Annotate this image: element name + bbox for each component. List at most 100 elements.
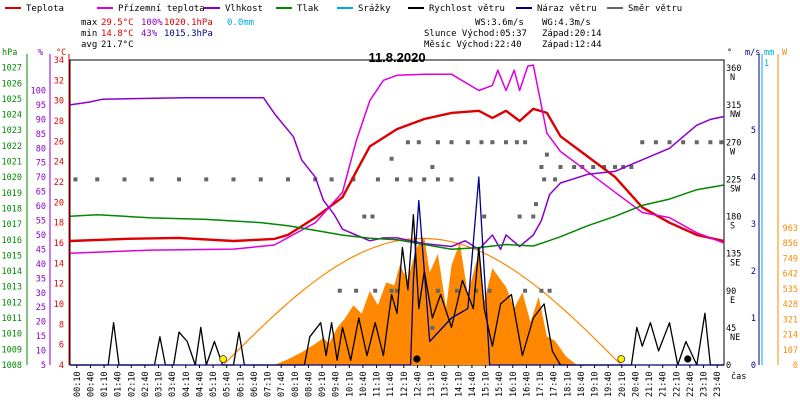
axis-wm2-tick-8: 107 [783,346,798,356]
axis-dir-label-1: NW [730,110,741,120]
x-tick-label-22: 11:10 [373,371,383,397]
axis-dir-tick-4: 180 [726,213,741,223]
wind-direction-point-53 [591,165,596,169]
stat-max_hum: 100% [141,18,163,28]
axis-wm2-tick-6: 321 [783,315,798,325]
axis-dir-tick-2: 270 [726,138,741,148]
axis-dir-label-7: NE [730,333,740,343]
x-tick-label-3: 01:40 [114,371,124,397]
stat-max_rain: 0.0mm [227,18,254,28]
axis-pct-tick-9: 55 [36,217,46,227]
axis-pct-tick-17: 15 [36,332,46,342]
axis-temp-tick-13: 8 [59,320,64,330]
stat-min_hum: 43% [141,29,158,39]
axis-temp-tick-10: 14 [54,259,64,269]
axis-hpa-tick-13: 1014 [2,267,22,277]
wind-direction-point-35 [430,325,435,330]
legend-label-7: Směr větru [628,4,682,14]
x-tick-label-8: 04:10 [182,371,192,397]
wind-direction-point-45 [539,288,544,293]
axis-dir-label-6: E [730,296,735,306]
wind-direction-point-55 [613,165,617,169]
wind-direction-point-31 [553,177,558,182]
axis-pct-tick-8: 60 [36,202,46,212]
x-tick-label-47: 23:40 [713,371,723,397]
x-tick-label-32: 16:10 [509,371,519,397]
x-tick-label-13: 06:40 [250,371,260,397]
wind-direction-point-13 [370,214,375,219]
wind-direction-point-1 [95,177,100,182]
stat-min_temp: 14.8°C [101,29,134,39]
x-tick-label-40: 20:10 [618,371,628,397]
axis-dir-label-0: N [730,73,735,83]
axis-temp-tick-5: 24 [54,158,64,168]
axis-temp-tick-7: 20 [54,198,64,208]
x-tick-label-31: 15:40 [495,371,505,397]
axis-temp-unit: °C [56,48,66,58]
x-tick-label-37: 18:40 [577,371,587,397]
axis-dir-label-3: SW [730,184,741,194]
x-tick-label-36: 18:10 [563,371,573,397]
wind-direction-point-62 [694,140,699,145]
x-tick-label-2: 01:10 [100,371,110,397]
axis-pct-tick-5: 75 [36,159,46,169]
legend-label-5: Rychlost větru [429,4,505,14]
x-tick-label-4: 02:10 [127,371,137,397]
axis-ms-tick-2: 3 [751,220,756,230]
axis-pct-tick-2: 90 [36,115,46,125]
wind-direction-point-25 [479,140,484,145]
axis-deg-unit: ° [727,48,732,58]
wind-direction-point-38 [454,288,459,293]
wind-direction-point-20 [405,140,410,145]
wind-direction-point-39 [337,288,342,293]
axis-pct-tick-4: 80 [36,144,46,154]
x-tick-label-39: 19:40 [604,371,614,397]
axis-ms-tick-4: 1 [751,314,756,324]
x-tick-label-33: 16:40 [522,371,532,397]
axis-hpa-tick-8: 1019 [2,189,22,199]
axis-wm2-tick-7: 214 [783,331,798,341]
axis-hpa-tick-7: 1020 [2,173,22,183]
x-tick-label-46: 23:10 [700,371,710,397]
axis-hpa-tick-12: 1015 [2,251,22,261]
wind-direction-point-19 [449,177,454,182]
x-tick-label-15: 07:40 [277,371,287,397]
wind-direction-point-27 [504,140,508,145]
wind-direction-point-28 [514,140,519,145]
axis-hpa-tick-18: 1009 [2,345,22,355]
x-tick-label-9: 04:40 [195,371,205,397]
wind-direction-point-14 [375,177,380,182]
axis-pct-tick-0: 100 [31,87,46,97]
x-tick-label-27: 13:40 [441,371,451,397]
stat-min_label: min [81,29,97,39]
x-tick-label-23: 11:40 [386,371,396,397]
x-tick-label-45: 22:40 [686,371,696,397]
series-line-4 [70,213,724,366]
wind-direction-point-34 [531,214,536,219]
wind-direction-point-24 [465,140,470,145]
wind-direction-point-67 [389,156,394,161]
axis-dir-label-4: S [730,222,735,232]
axis-hpa-tick-17: 1010 [2,330,22,340]
wind-direction-point-17 [422,177,427,182]
x-tick-label-44: 22:10 [672,371,682,397]
axis-pct-unit: % [38,48,43,58]
wind-direction-point-51 [572,165,577,169]
info-sunset: Západ:20:14 [542,29,602,39]
wind-direction-point-3 [149,177,154,182]
wind-direction-point-7 [258,177,263,182]
wind-direction-point-16 [408,177,413,182]
wind-direction-point-4 [177,177,181,182]
wind-direction-point-5 [204,177,209,182]
info-moonset: Západ:12:44 [542,40,602,50]
stat-avg_label: avg [81,40,97,50]
series-radiation-area [274,237,577,365]
x-tick-label-21: 10:40 [359,371,369,397]
axis-wm2-tick-3: 642 [783,270,798,280]
wind-direction-point-40 [354,288,359,293]
axis-wm2-tick-5: 428 [783,300,798,310]
wind-direction-point-30 [542,177,547,182]
marker-sunrise [219,355,228,363]
wind-direction-point-46 [547,288,552,293]
